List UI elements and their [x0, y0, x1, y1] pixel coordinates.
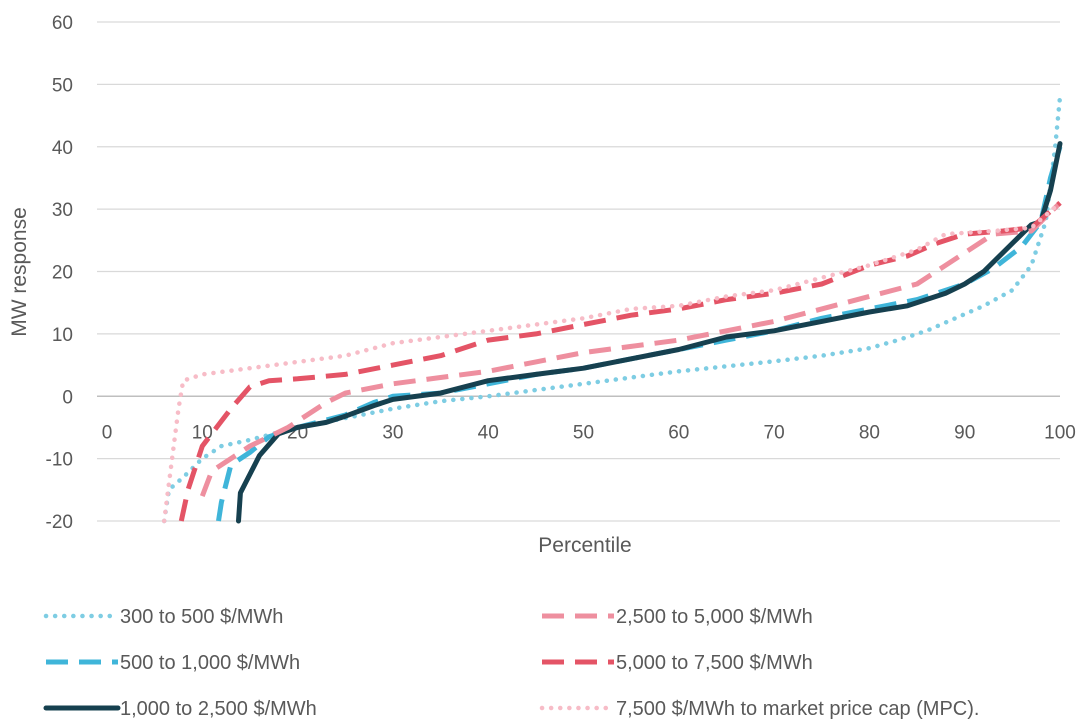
series-line-3 [199, 201, 1062, 497]
x-tick-label: 30 [382, 422, 403, 443]
x-tick-label: 40 [478, 422, 499, 443]
series-lines [161, 94, 1063, 524]
x-tick-label: 0 [102, 422, 113, 443]
legend-label-4: 5,000 to 7,500 $/MWh [616, 652, 813, 674]
legend-label-5: 7,500 $/MWh to market price cap (MPC). [616, 698, 979, 720]
x-tick-label: 100 [1044, 422, 1076, 443]
y-axis-title: MW response [8, 207, 31, 337]
y-tick-label: 60 [52, 13, 73, 34]
y-tick-label: 0 [62, 387, 73, 408]
series-line-4 [178, 201, 1062, 522]
y-tick-label: 50 [52, 75, 73, 96]
x-axis-title: Percentile [538, 534, 631, 557]
x-tick-label: 50 [573, 422, 594, 443]
y-tick-label: -10 [46, 450, 73, 471]
series-line-1 [216, 146, 1063, 522]
x-tick-label: 90 [954, 422, 975, 443]
legend-label-2: 1,000 to 2,500 $/MWh [120, 698, 317, 720]
y-tick-label: 20 [52, 263, 73, 284]
y-tick-label: 30 [52, 200, 73, 221]
series-line-0 [161, 94, 1063, 524]
series-line-5 [161, 200, 1063, 524]
gridlines [97, 21, 1060, 522]
y-axis-tick-labels: 60 50 40 30 20 10 0 -10 -20 [46, 13, 73, 533]
legend-label-0: 300 to 500 $/MWh [120, 606, 283, 628]
y-tick-label: 10 [52, 325, 73, 346]
series-line-2 [236, 141, 1063, 524]
legend: 300 to 500 $/MWh 500 to 1,000 $/MWh 1,000 … [43, 606, 979, 720]
y-tick-label: 40 [52, 138, 73, 159]
x-axis-tick-labels: 0 10 20 30 40 50 60 70 80 90 100 [102, 422, 1076, 443]
x-tick-label: 70 [764, 422, 785, 443]
legend-label-1: 500 to 1,000 $/MWh [120, 652, 300, 674]
y-tick-label: -20 [46, 512, 73, 533]
legend-label-3: 2,500 to 5,000 $/MWh [616, 606, 813, 628]
x-tick-label: 80 [859, 422, 880, 443]
x-tick-label: 60 [668, 422, 689, 443]
